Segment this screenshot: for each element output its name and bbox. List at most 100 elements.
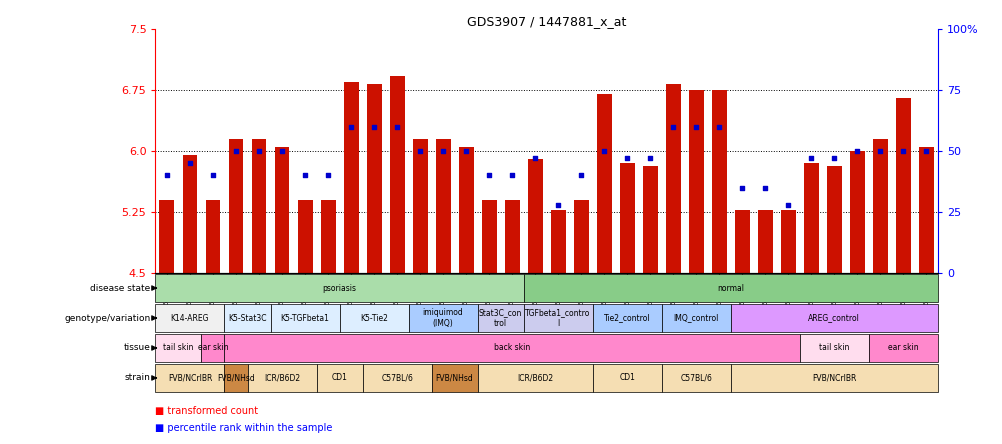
Point — [803, 155, 819, 162]
Point — [872, 147, 888, 155]
Text: AREG_control: AREG_control — [808, 313, 860, 322]
Point — [549, 201, 565, 208]
Point — [918, 147, 934, 155]
Text: ICR/B6D2: ICR/B6D2 — [264, 373, 300, 382]
FancyBboxPatch shape — [730, 304, 937, 332]
FancyBboxPatch shape — [340, 304, 408, 332]
Text: K5-Tie2: K5-Tie2 — [360, 313, 388, 322]
Bar — [711, 90, 726, 273]
Bar — [344, 82, 358, 273]
Point — [366, 123, 382, 130]
Bar — [228, 139, 243, 273]
Text: CD1: CD1 — [618, 373, 634, 382]
FancyBboxPatch shape — [592, 364, 661, 392]
Title: GDS3907 / 1447881_x_at: GDS3907 / 1447881_x_at — [467, 15, 625, 28]
Point — [664, 123, 680, 130]
Point — [227, 147, 243, 155]
Text: Stat3C_con
trol: Stat3C_con trol — [478, 308, 522, 328]
Point — [849, 147, 865, 155]
FancyBboxPatch shape — [431, 364, 477, 392]
Point — [527, 155, 543, 162]
Point — [572, 172, 588, 179]
FancyBboxPatch shape — [224, 334, 799, 362]
Point — [204, 172, 220, 179]
Point — [710, 123, 726, 130]
Text: ear skin: ear skin — [197, 344, 228, 353]
Bar — [596, 94, 611, 273]
Bar — [573, 200, 588, 273]
Text: K5-Stat3C: K5-Stat3C — [228, 313, 267, 322]
FancyBboxPatch shape — [868, 334, 937, 362]
Bar — [826, 166, 841, 273]
Text: FVB/NCrIBR: FVB/NCrIBR — [812, 373, 856, 382]
Bar — [205, 200, 220, 273]
Bar — [895, 98, 910, 273]
Bar — [435, 139, 450, 273]
Point — [343, 123, 359, 130]
Text: imiquimod
(IMQ): imiquimod (IMQ) — [422, 308, 463, 328]
Point — [435, 147, 451, 155]
FancyBboxPatch shape — [477, 364, 592, 392]
Text: ICR/B6D2: ICR/B6D2 — [517, 373, 553, 382]
Point — [618, 155, 634, 162]
Point — [297, 172, 313, 179]
FancyBboxPatch shape — [155, 364, 224, 392]
Bar — [803, 163, 818, 273]
FancyBboxPatch shape — [224, 364, 247, 392]
Point — [320, 172, 336, 179]
FancyBboxPatch shape — [730, 364, 937, 392]
Bar — [849, 151, 864, 273]
Bar — [757, 210, 772, 273]
Bar — [275, 147, 290, 273]
Text: C57BL/6: C57BL/6 — [679, 373, 711, 382]
FancyBboxPatch shape — [592, 304, 661, 332]
Bar — [527, 159, 542, 273]
FancyBboxPatch shape — [523, 304, 592, 332]
Text: strain: strain — [124, 373, 150, 382]
Text: genotype/variation: genotype/variation — [64, 313, 150, 322]
Point — [895, 147, 911, 155]
Text: Tie2_control: Tie2_control — [603, 313, 650, 322]
Bar — [550, 210, 565, 273]
Text: psoriasis: psoriasis — [323, 284, 356, 293]
Text: ■ transformed count: ■ transformed count — [155, 406, 259, 416]
Text: IMQ_control: IMQ_control — [672, 313, 718, 322]
Point — [504, 172, 520, 179]
Bar — [780, 210, 795, 273]
Bar — [321, 200, 336, 273]
FancyBboxPatch shape — [247, 364, 317, 392]
Point — [181, 160, 197, 167]
Point — [274, 147, 290, 155]
Point — [757, 184, 773, 191]
Bar — [481, 200, 496, 273]
FancyBboxPatch shape — [155, 274, 523, 302]
Point — [250, 147, 267, 155]
Text: ■ percentile rank within the sample: ■ percentile rank within the sample — [155, 424, 333, 433]
Text: tail skin: tail skin — [819, 344, 849, 353]
Text: disease state: disease state — [90, 284, 150, 293]
Bar — [182, 155, 197, 273]
Bar — [252, 139, 267, 273]
Point — [733, 184, 749, 191]
Bar — [665, 84, 680, 273]
FancyBboxPatch shape — [799, 334, 868, 362]
Bar — [688, 90, 703, 273]
Point — [687, 123, 703, 130]
Text: C57BL/6: C57BL/6 — [381, 373, 413, 382]
Text: CD1: CD1 — [332, 373, 347, 382]
Point — [458, 147, 474, 155]
Text: K14-AREG: K14-AREG — [170, 313, 209, 322]
Point — [595, 147, 611, 155]
Text: K5-TGFbeta1: K5-TGFbeta1 — [281, 313, 329, 322]
Text: FVB/NHsd: FVB/NHsd — [216, 373, 255, 382]
FancyBboxPatch shape — [224, 304, 271, 332]
FancyBboxPatch shape — [155, 334, 201, 362]
Point — [481, 172, 497, 179]
Bar — [918, 147, 933, 273]
Point — [780, 201, 796, 208]
FancyBboxPatch shape — [155, 304, 224, 332]
Text: tissue: tissue — [123, 344, 150, 353]
Bar — [734, 210, 748, 273]
Text: FVB/NHsd: FVB/NHsd — [435, 373, 473, 382]
FancyBboxPatch shape — [362, 364, 431, 392]
